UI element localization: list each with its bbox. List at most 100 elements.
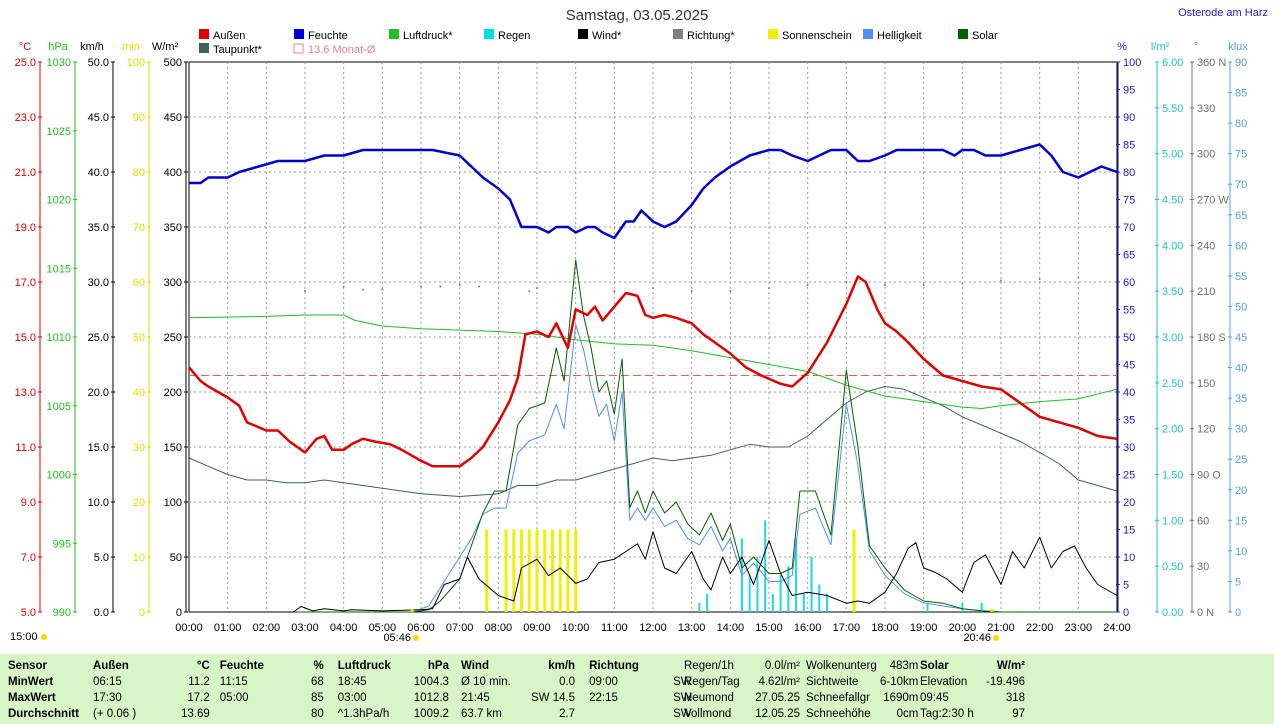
axis-tick-label: 25.0: [15, 57, 36, 69]
header-aussen-unit: °C: [196, 660, 210, 672]
grid: [188, 61, 1118, 613]
axis-tick-label: 50: [1235, 301, 1247, 313]
axis-tick-label: 19.0: [15, 222, 36, 234]
axis-tick-label: 15: [1123, 525, 1135, 537]
legend-swatch: [484, 29, 494, 39]
axis-tick-label: 5.00: [1162, 149, 1183, 161]
axis-tick-label: 2.50: [1162, 378, 1183, 390]
axis-tick-label: 40: [1123, 387, 1135, 399]
legend-swatch: [863, 29, 873, 39]
x-tick-label: 06:00: [407, 622, 435, 634]
sunshine-bar: [558, 529, 562, 612]
axis-tick-label: 50: [170, 552, 182, 564]
axis-tick-label: 45: [1123, 360, 1135, 372]
axis-tick-label: 100: [1123, 57, 1141, 69]
header-wind: Wind: [460, 660, 489, 672]
axis-tick-label: 210: [1197, 286, 1215, 298]
legend-swatch: [389, 29, 399, 39]
axis-tick-label: 10: [1123, 552, 1135, 564]
direction-point: [574, 287, 577, 290]
axis-unit: l/m²: [1151, 41, 1170, 53]
axis-tick-label: 17.0: [15, 277, 36, 289]
x-tick-label: 11:00: [601, 622, 628, 634]
direction-point: [690, 290, 693, 293]
axis-tick-label: 85: [1123, 140, 1135, 152]
axis-tick-label: 4.00: [1162, 240, 1183, 252]
direction-point: [528, 290, 531, 293]
axis-tick-label: 60: [1235, 240, 1247, 252]
axis-tick-label: 120: [1197, 424, 1215, 436]
axis-tick-label: 1.00: [1162, 515, 1183, 527]
axis-tick-label: 400: [164, 167, 182, 179]
legend-label: Feuchte: [308, 30, 348, 42]
axis-tick-label: 180 S: [1197, 332, 1226, 344]
x-tick-label: 13:00: [678, 622, 706, 634]
direction-point: [1077, 276, 1080, 279]
x-tick-label: 14:00: [717, 622, 745, 634]
weather-chart: Samstag, 03.05.2025 Osterode am Harz Auß…: [10, 7, 1268, 644]
sunshine-bar: [512, 529, 516, 612]
x-tick-label: 12:00: [639, 622, 667, 634]
rain-bar: [706, 593, 709, 612]
sunshine-bar: [566, 529, 570, 612]
axis-tick-label: 15: [1235, 515, 1247, 527]
axis-tick-label: 150: [1197, 378, 1215, 390]
x-tick-label: 03:00: [291, 622, 319, 634]
sunrise-icon: [412, 635, 419, 641]
x-tick-label: 02:00: [253, 622, 281, 634]
axis-tick-label: 0: [176, 607, 182, 619]
x-tick-label: 16:00: [794, 622, 822, 634]
axis-tick-label: 2.00: [1162, 424, 1183, 436]
series-line-feuchte: [189, 143, 1118, 240]
direction-point: [342, 285, 345, 288]
series-line-solar: [189, 259, 1117, 613]
x-tick-label: 22:00: [1026, 622, 1054, 634]
direction-point: [439, 285, 442, 288]
axis-tick-label: 15.0: [15, 332, 36, 344]
axis-tick-label: 20: [1235, 485, 1247, 497]
direction-point: [613, 290, 616, 293]
row-min: MinWert 06:15 11.2 11:15 68 18:45 1004.3 Ø 10 m…: [8, 676, 692, 688]
axis-units: °C hPa km/h min W/m²% l/m² ° klux: [19, 41, 1248, 53]
axis-tick-label: 3.00: [1162, 332, 1183, 344]
header-feuchte: Feuchte: [219, 660, 264, 672]
x-tick-label: 09:00: [523, 622, 551, 634]
axis-tick-label: 4.50: [1162, 195, 1183, 207]
direction-point: [536, 287, 538, 290]
axis-tick-label: 20.0: [88, 387, 109, 399]
series-line-luftdruck: [188, 314, 1118, 409]
axis-tick-label: 995: [53, 538, 71, 550]
row-max: MaxWert 17:30 17.2 05:00 85 03:00 1012.8 21:45 S…: [8, 692, 692, 704]
axis-tick-label: 1030: [47, 57, 71, 69]
legend-swatch: [199, 29, 209, 39]
legend-label: Regen: [498, 30, 530, 42]
series-lines: [188, 143, 1118, 613]
axis-tick-label: 3.50: [1162, 286, 1183, 298]
axis-tick-label: 60: [1197, 515, 1209, 527]
axis-tick-label: 50: [133, 332, 145, 344]
axis-tick-label: 240: [1197, 240, 1215, 252]
axes: 25.0 23.0 21.0 19.0 17.0 15.0 13.0 11.0 9.0 7.0 5.…: [15, 57, 1248, 634]
axis-tick-label: 23.0: [15, 112, 36, 124]
axis-tick-label: 30: [1235, 424, 1247, 436]
header-feuchte-unit: %: [313, 660, 324, 672]
axis-tick-label: 40.0: [88, 167, 109, 179]
series-line-helligkeit: [189, 324, 1117, 613]
header-richtung: Richtung: [589, 660, 639, 672]
header-wind-unit: km/h: [548, 660, 576, 672]
axis-tick-label: 1015: [47, 263, 71, 275]
stats-solar-block: Solar W/m² Elevation -19.496 09:45 318 Tag:…: [920, 660, 1026, 720]
direction-point: [961, 282, 964, 285]
stats-sensor-block: Sensor Außen °C Feuchte % Luftdruck hPa …: [8, 658, 692, 722]
axis-tick-label: 0.50: [1162, 561, 1183, 573]
axis-tick-label: 9.0: [21, 497, 36, 509]
axis-tick-label: 80: [1123, 167, 1135, 179]
axis-tick-label: 1025: [47, 126, 71, 138]
direction-point: [304, 290, 306, 293]
axis-tick-label: 90: [1123, 112, 1135, 124]
direction-point: [1038, 277, 1041, 280]
legend-label: 13.6 Monat-Ø: [308, 44, 376, 56]
axis-tick-label: 200: [164, 387, 182, 399]
direction-point: [458, 284, 461, 287]
axis-tick-label: 30: [1197, 561, 1209, 573]
